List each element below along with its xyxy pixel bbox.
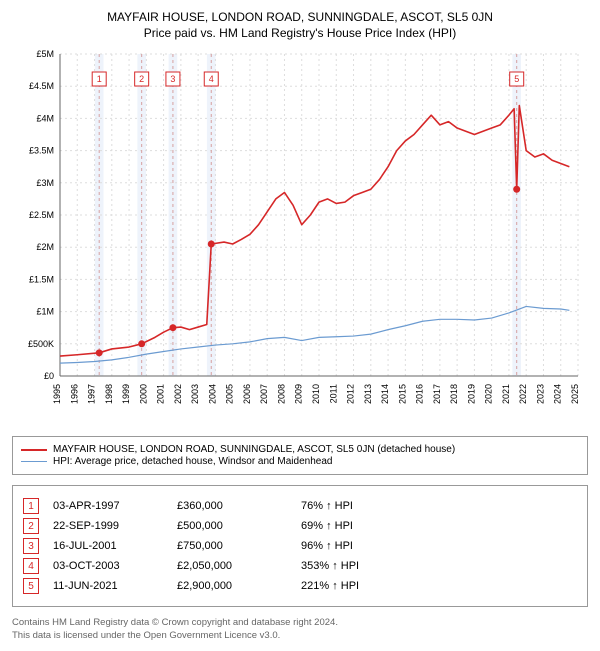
- line-chart-svg: £0 £500K £1M £1.5M £2M £2.5M £3M £3.5M £4M £4.5M £…: [12, 46, 588, 426]
- svg-text:2005: 2005: [225, 384, 235, 404]
- chart-area: £0 £500K £1M £1.5M £2M £2.5M £3M £3.5M £4M £4.5M £…: [12, 46, 588, 426]
- svg-text:2008: 2008: [276, 384, 286, 404]
- svg-text:2: 2: [139, 74, 144, 84]
- chart-container: MAYFAIR HOUSE, LONDON ROAD, SUNNINGDALE,…: [0, 0, 600, 651]
- sale-date: 16-JUL-2001: [53, 540, 163, 552]
- svg-text:£5M: £5M: [36, 49, 54, 59]
- svg-text:2019: 2019: [466, 384, 476, 404]
- sale-number-badge: 1: [23, 498, 39, 514]
- svg-text:£4M: £4M: [36, 113, 54, 123]
- svg-text:1996: 1996: [69, 384, 79, 404]
- svg-text:2014: 2014: [380, 384, 390, 404]
- svg-text:2012: 2012: [346, 384, 356, 404]
- svg-text:4: 4: [209, 74, 214, 84]
- svg-text:2006: 2006: [242, 384, 252, 404]
- sale-number-badge: 5: [23, 578, 39, 594]
- sale-price: £360,000: [177, 500, 287, 512]
- sale-number-badge: 4: [23, 558, 39, 574]
- svg-text:£0: £0: [44, 371, 54, 381]
- svg-text:2015: 2015: [397, 384, 407, 404]
- svg-text:2022: 2022: [518, 384, 528, 404]
- svg-text:2023: 2023: [535, 384, 545, 404]
- sale-hpi: 353% ↑ HPI: [301, 560, 411, 572]
- svg-text:£1.5M: £1.5M: [29, 274, 54, 284]
- svg-text:2021: 2021: [501, 384, 511, 404]
- svg-text:2024: 2024: [553, 384, 563, 404]
- svg-text:2004: 2004: [207, 384, 217, 404]
- sale-row: 1 03-APR-1997 £360,000 76% ↑ HPI: [23, 498, 577, 514]
- svg-text:1999: 1999: [121, 384, 131, 404]
- sale-number-badge: 3: [23, 538, 39, 554]
- svg-text:2016: 2016: [415, 384, 425, 404]
- svg-text:£4.5M: £4.5M: [29, 81, 54, 91]
- svg-text:1: 1: [97, 74, 102, 84]
- svg-text:2007: 2007: [259, 384, 269, 404]
- footer-line-1: Contains HM Land Registry data © Crown c…: [12, 617, 588, 630]
- sale-number-badge: 2: [23, 518, 39, 534]
- svg-text:3: 3: [170, 74, 175, 84]
- svg-text:2009: 2009: [294, 384, 304, 404]
- svg-text:£2M: £2M: [36, 242, 54, 252]
- title-line-1: MAYFAIR HOUSE, LONDON ROAD, SUNNINGDALE,…: [12, 10, 588, 24]
- svg-text:1997: 1997: [87, 384, 97, 404]
- sale-row: 2 22-SEP-1999 £500,000 69% ↑ HPI: [23, 518, 577, 534]
- svg-text:2017: 2017: [432, 384, 442, 404]
- legend-row: MAYFAIR HOUSE, LONDON ROAD, SUNNINGDALE,…: [21, 444, 579, 455]
- svg-text:1995: 1995: [52, 384, 62, 404]
- sale-price: £2,900,000: [177, 580, 287, 592]
- svg-text:£3.5M: £3.5M: [29, 146, 54, 156]
- sale-date: 03-OCT-2003: [53, 560, 163, 572]
- sale-hpi: 76% ↑ HPI: [301, 500, 411, 512]
- legend-label: HPI: Average price, detached house, Wind…: [53, 456, 332, 467]
- legend-box: MAYFAIR HOUSE, LONDON ROAD, SUNNINGDALE,…: [12, 436, 588, 475]
- svg-text:2025: 2025: [570, 384, 580, 404]
- sale-hpi: 69% ↑ HPI: [301, 520, 411, 532]
- sale-row: 4 03-OCT-2003 £2,050,000 353% ↑ HPI: [23, 558, 577, 574]
- svg-text:1998: 1998: [104, 384, 114, 404]
- svg-text:£1M: £1M: [36, 307, 54, 317]
- svg-text:2000: 2000: [138, 384, 148, 404]
- svg-text:£500K: £500K: [28, 339, 54, 349]
- svg-text:2018: 2018: [449, 384, 459, 404]
- sale-date: 03-APR-1997: [53, 500, 163, 512]
- sale-hpi: 96% ↑ HPI: [301, 540, 411, 552]
- legend-label: MAYFAIR HOUSE, LONDON ROAD, SUNNINGDALE,…: [53, 444, 455, 455]
- svg-text:5: 5: [514, 74, 519, 84]
- sales-table: 1 03-APR-1997 £360,000 76% ↑ HPI 2 22-SEP-199…: [12, 485, 588, 607]
- svg-text:£3M: £3M: [36, 178, 54, 188]
- svg-text:2002: 2002: [173, 384, 183, 404]
- legend-swatch: [21, 461, 47, 462]
- title-line-2: Price paid vs. HM Land Registry's House …: [12, 26, 588, 40]
- sale-date: 22-SEP-1999: [53, 520, 163, 532]
- footer-attribution: Contains HM Land Registry data © Crown c…: [12, 617, 588, 643]
- footer-line-2: This data is licensed under the Open Gov…: [12, 630, 588, 643]
- legend-row: HPI: Average price, detached house, Wind…: [21, 456, 579, 467]
- svg-text:2020: 2020: [484, 384, 494, 404]
- sale-price: £500,000: [177, 520, 287, 532]
- sale-hpi: 221% ↑ HPI: [301, 580, 411, 592]
- sale-date: 11-JUN-2021: [53, 580, 163, 592]
- title-block: MAYFAIR HOUSE, LONDON ROAD, SUNNINGDALE,…: [12, 10, 588, 40]
- svg-text:£2.5M: £2.5M: [29, 210, 54, 220]
- svg-text:2011: 2011: [328, 384, 338, 403]
- svg-text:2003: 2003: [190, 384, 200, 404]
- legend-swatch: [21, 449, 47, 451]
- sale-row: 3 16-JUL-2001 £750,000 96% ↑ HPI: [23, 538, 577, 554]
- svg-text:2013: 2013: [363, 384, 373, 404]
- sale-row: 5 11-JUN-2021 £2,900,000 221% ↑ HPI: [23, 578, 577, 594]
- svg-text:2001: 2001: [156, 384, 166, 404]
- svg-text:2010: 2010: [311, 384, 321, 404]
- sale-price: £750,000: [177, 540, 287, 552]
- sale-price: £2,050,000: [177, 560, 287, 572]
